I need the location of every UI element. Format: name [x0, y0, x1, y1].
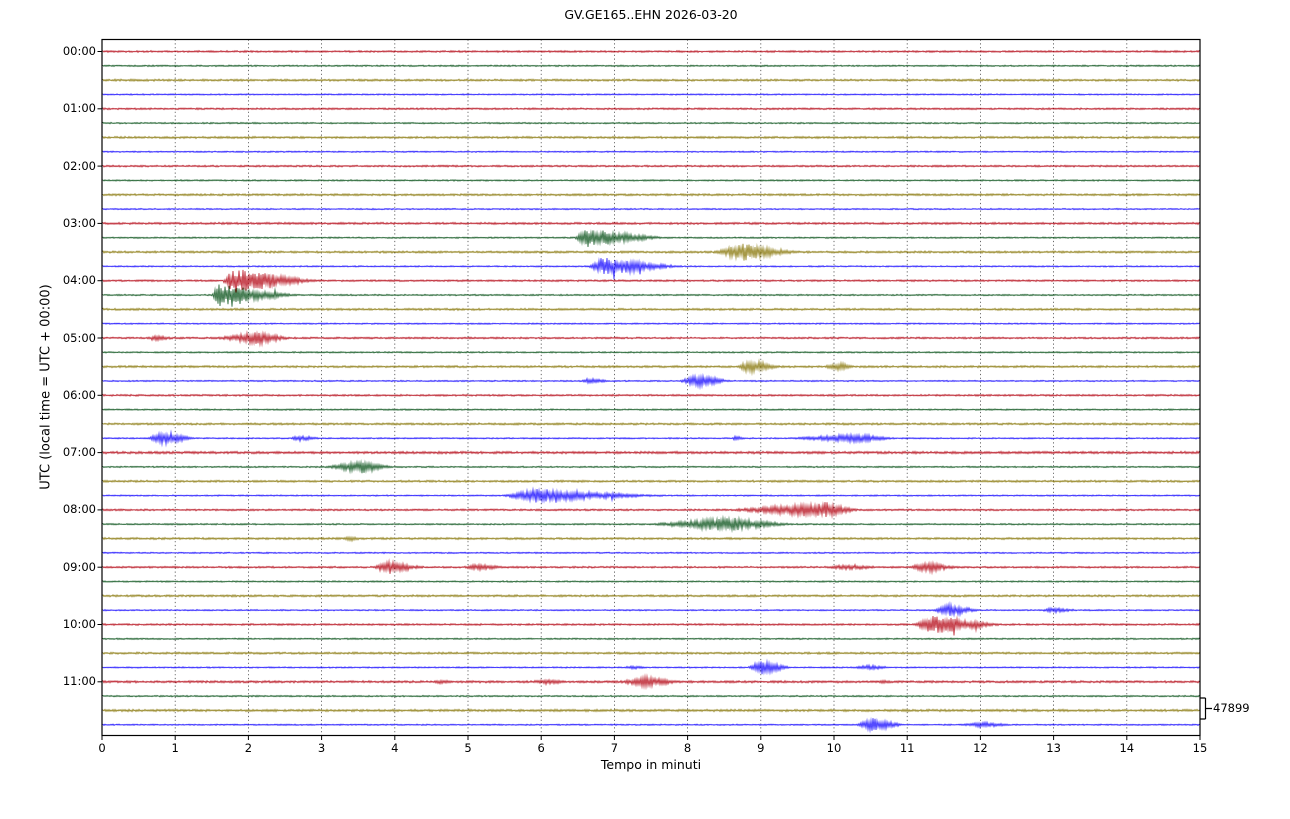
y-tick-label: 00:00	[62, 44, 96, 58]
x-tick-label: 5	[464, 741, 472, 755]
x-tick-label: 1	[171, 741, 179, 755]
y-tick-label: 11:00	[62, 674, 96, 689]
y-tick-label: 10:00	[62, 617, 96, 631]
x-tick-label: 3	[317, 741, 326, 755]
x-tick-label: 6	[537, 741, 545, 755]
x-tick-label: 4	[391, 741, 399, 755]
x-tick-label: 13	[1046, 741, 1061, 755]
x-tick-label: 15	[1192, 741, 1208, 755]
x-tick-label: 9	[757, 741, 765, 755]
scale-bar-label: 47899	[1213, 701, 1250, 715]
y-tick-label: 06:00	[62, 387, 96, 402]
y-tick-label: 05:00	[62, 330, 96, 345]
page-title: GV.GE165..EHN 2026-03-20	[564, 7, 738, 22]
x-tick-label: 10	[826, 741, 842, 755]
x-tick-label: 0	[98, 741, 106, 755]
y-tick-label: 08:00	[62, 502, 96, 517]
x-tick-label: 14	[1119, 741, 1135, 755]
y-tick-label: 01:00	[62, 101, 96, 116]
y-tick-label: 02:00	[62, 158, 96, 173]
x-tick-label: 2	[244, 741, 253, 755]
y-tick-label: 07:00	[62, 445, 96, 460]
x-tick-label: 11	[899, 741, 915, 755]
x-tick-label: 8	[683, 741, 692, 755]
x-tick-label: 7	[610, 741, 619, 755]
y-tick-label: 03:00	[62, 215, 96, 230]
y-tick-label: 09:00	[62, 559, 96, 574]
x-axis-label: Tempo in minuti	[600, 757, 702, 772]
x-tick-label: 12	[973, 741, 988, 755]
y-tick-label: 04:00	[62, 273, 96, 288]
